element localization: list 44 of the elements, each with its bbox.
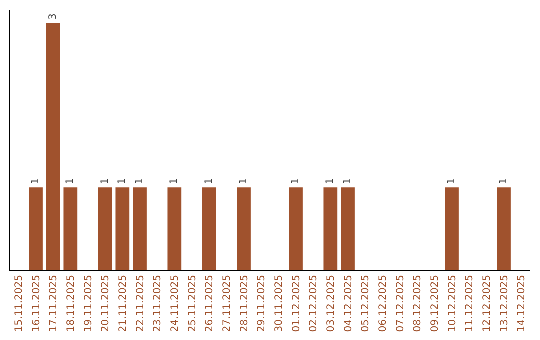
x-tick-label: 08.12.2025 [412,275,424,332]
x-tick-label: 12.12.2025 [482,275,493,332]
x-tick-label: 17.11.2025 [48,275,60,332]
x-tick-label: 03.12.2025 [326,275,337,332]
x-tick-label: 06.12.2025 [378,275,389,332]
x-tick-label: 02.12.2025 [308,275,320,332]
x-tick-label: 07.12.2025 [395,275,406,332]
x-tick-label: 04.12.2025 [343,275,354,332]
data-label: 1 [498,178,510,185]
x-tick-label: 26.11.2025 [204,275,216,332]
data-label: 1 [169,178,180,185]
x-tick-label: 16.11.2025 [31,275,42,332]
x-tick-label: 11.12.2025 [464,275,476,332]
x-tick-label: 20.11.2025 [100,275,112,332]
x-tick-label: 15.11.2025 [14,275,25,332]
x-tick-label: 09.12.2025 [430,275,441,332]
data-label: 1 [30,178,42,185]
x-tick-label: 29.11.2025 [256,275,268,332]
data-label: 1 [342,178,354,185]
x-tick-label: 13.12.2025 [499,275,510,332]
data-label: 1 [117,178,128,185]
x-tick-label: 01.12.2025 [291,275,302,332]
x-tick-label: 19.11.2025 [83,275,94,332]
x-tick-label: 25.11.2025 [187,275,198,332]
data-label: 1 [325,178,336,185]
data-label: 3 [48,14,59,20]
data-label: 1 [238,178,250,185]
x-tick-label: 24.11.2025 [170,275,181,332]
x-tick-label: 18.11.2025 [66,275,77,332]
x-tick-label: 28.11.2025 [239,275,250,332]
x-tick-label: 23.11.2025 [152,275,164,332]
x-tick-label: 10.12.2025 [447,275,458,332]
data-label: 1 [446,178,458,185]
x-tick-label: 14.12.2025 [516,275,528,332]
data-label: 1 [65,178,76,185]
data-label: 1 [134,178,146,185]
x-tick-label: 05.12.2025 [360,275,372,332]
data-label: 1 [100,178,111,185]
x-tick-label: 30.11.2025 [274,275,285,332]
data-label: 1 [204,178,215,185]
x-tick-label: 27.11.2025 [222,275,233,332]
x-tick-label: 21.11.2025 [118,275,129,332]
x-tick-label: 22.11.2025 [135,275,146,332]
data-label: 1 [290,178,302,185]
